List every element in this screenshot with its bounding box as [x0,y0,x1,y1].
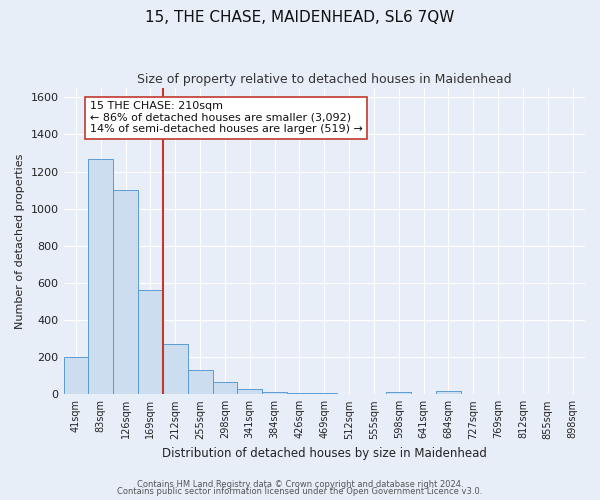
Bar [138,290,163,395]
Y-axis label: Number of detached properties: Number of detached properties [15,154,25,329]
Bar [238,388,262,394]
Bar [386,392,411,394]
Title: Size of property relative to detached houses in Maidenhead: Size of property relative to detached ho… [137,72,512,86]
Text: 15 THE CHASE: 210sqm
← 86% of detached houses are smaller (3,092)
14% of semi-de: 15 THE CHASE: 210sqm ← 86% of detached h… [89,101,362,134]
Text: 15, THE CHASE, MAIDENHEAD, SL6 7QW: 15, THE CHASE, MAIDENHEAD, SL6 7QW [145,10,455,25]
Bar [88,158,113,394]
Bar [188,370,212,394]
Text: Contains HM Land Registry data © Crown copyright and database right 2024.: Contains HM Land Registry data © Crown c… [137,480,463,489]
Bar [163,344,188,395]
Bar [436,390,461,394]
Bar [64,357,88,395]
Bar [113,190,138,394]
X-axis label: Distribution of detached houses by size in Maidenhead: Distribution of detached houses by size … [162,447,487,460]
Text: Contains public sector information licensed under the Open Government Licence v3: Contains public sector information licen… [118,488,482,496]
Bar [262,392,287,394]
Bar [212,382,238,394]
